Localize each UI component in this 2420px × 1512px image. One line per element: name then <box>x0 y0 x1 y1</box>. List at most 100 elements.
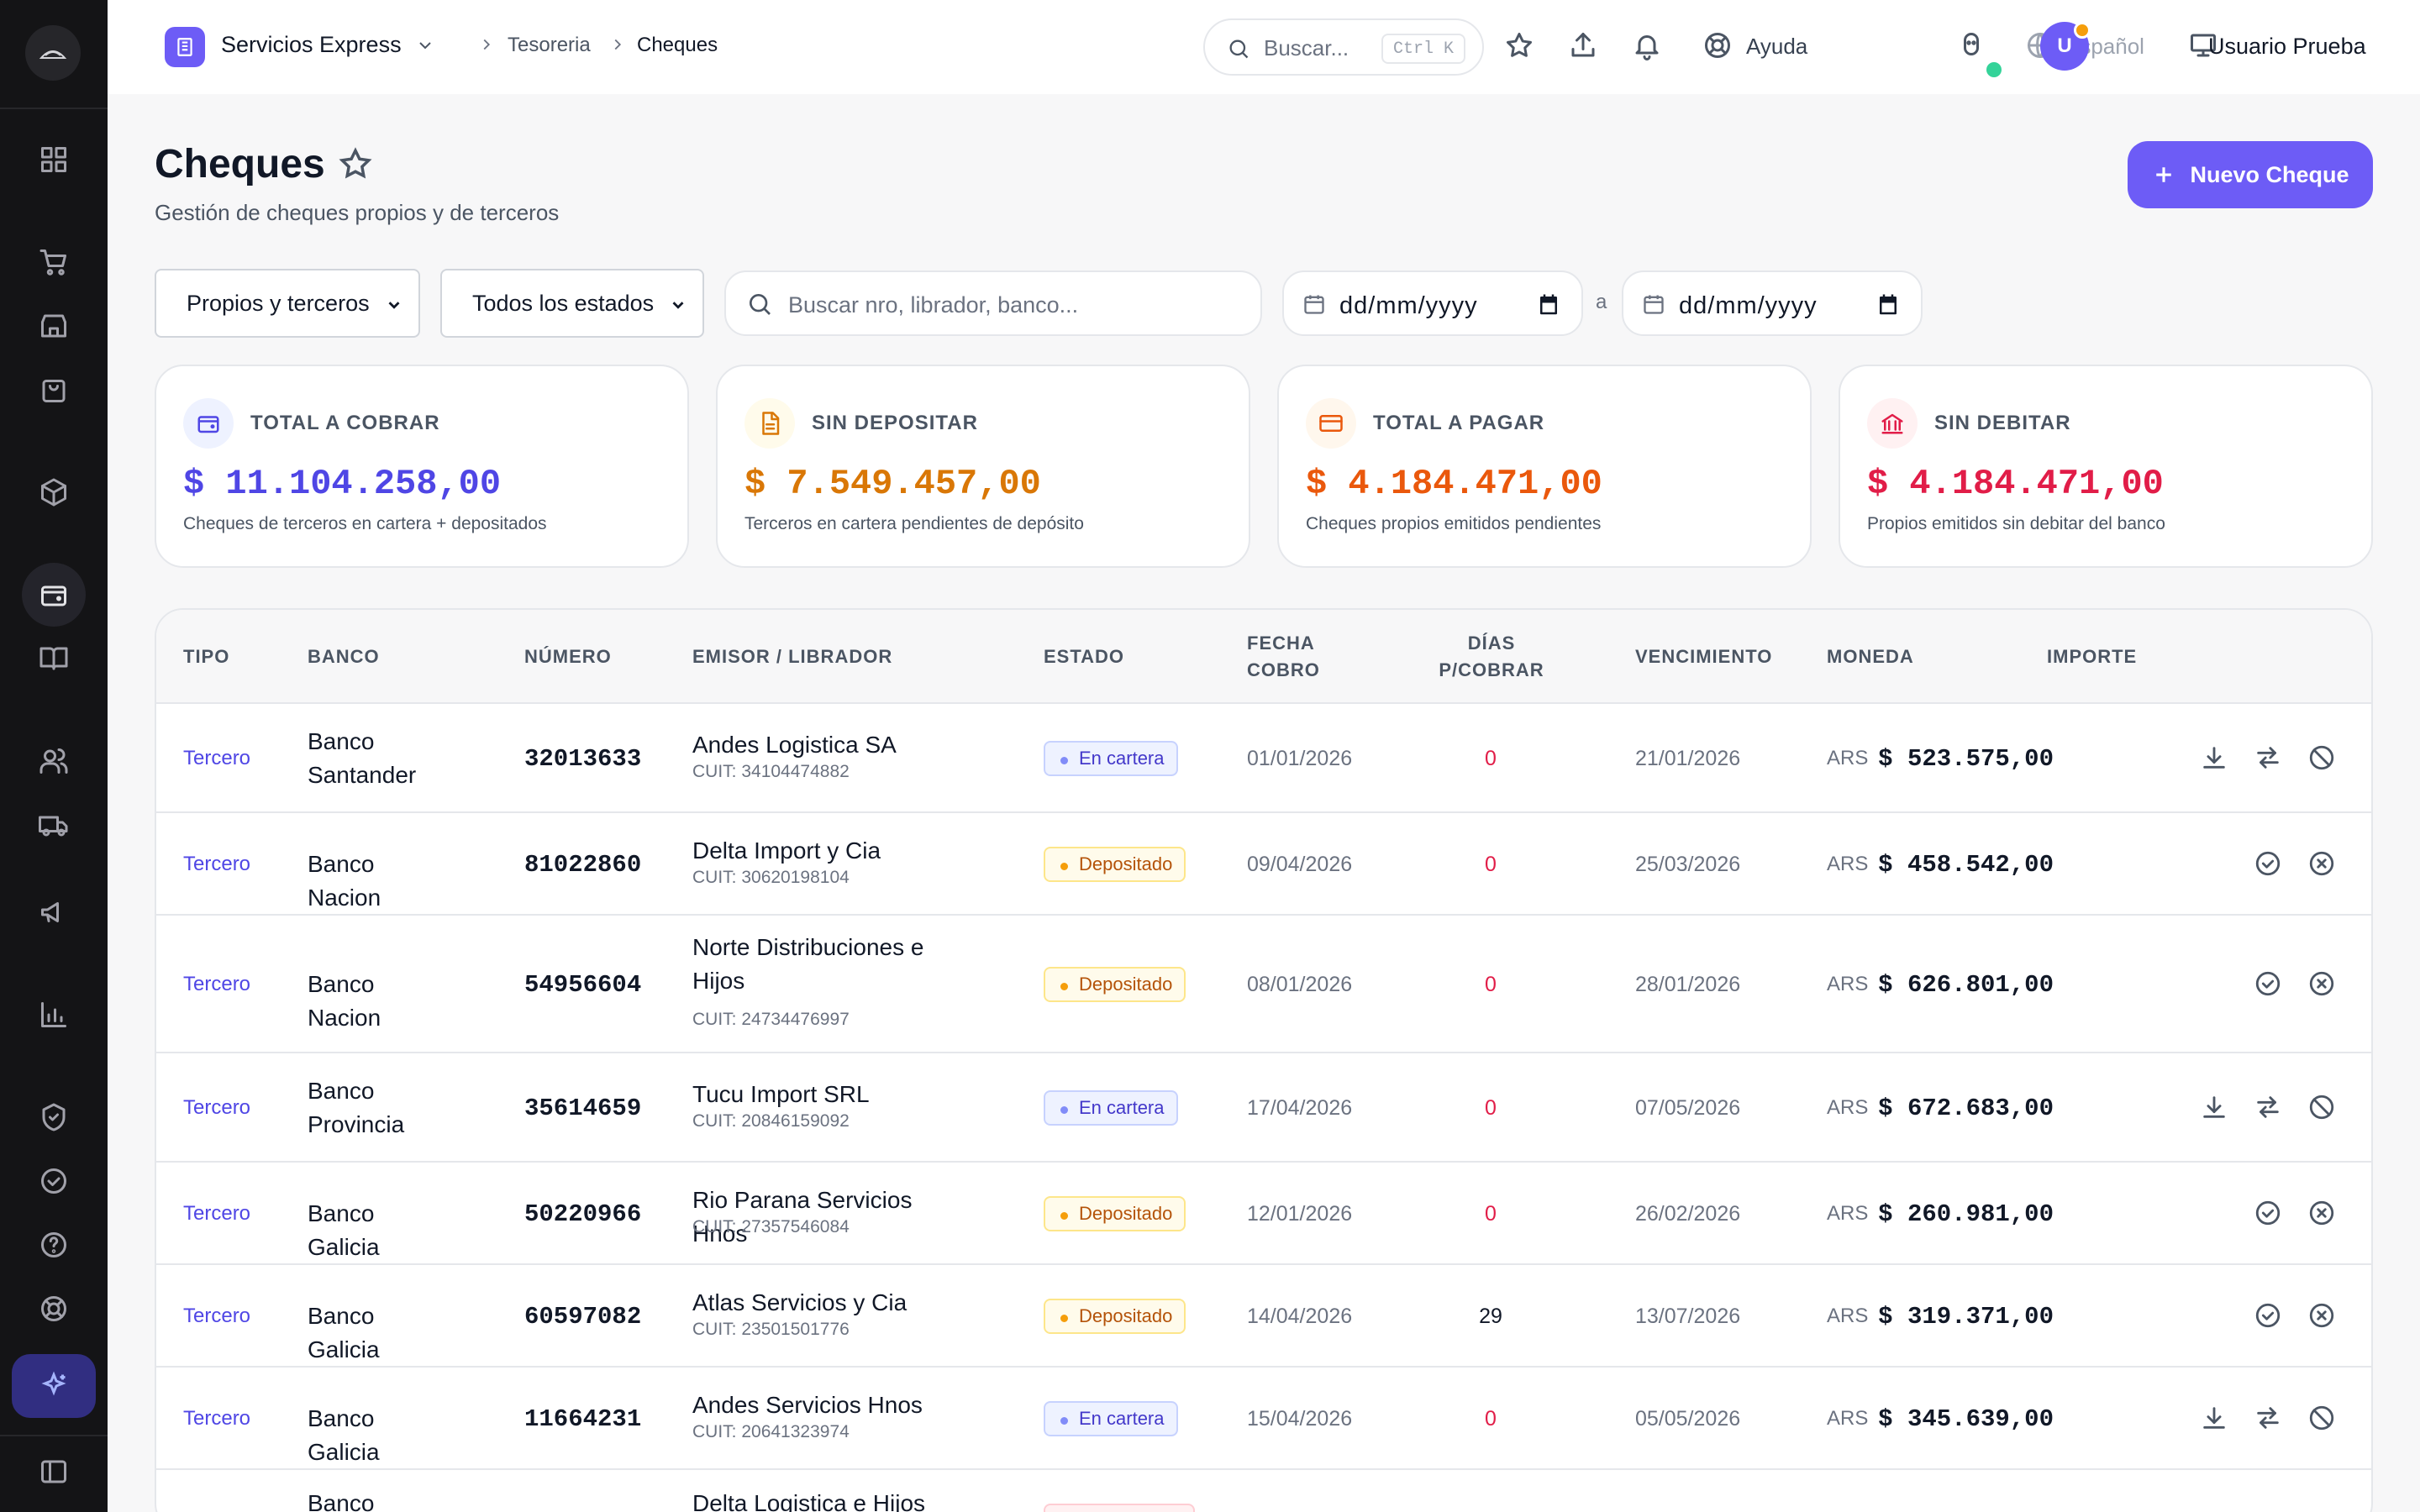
app-logo[interactable] <box>25 25 81 81</box>
column-header-tipo[interactable]: TIPO <box>183 646 230 667</box>
table-row[interactable]: Banco Delta Logistica e Hijos <box>156 1470 2371 1512</box>
transfer-icon[interactable] <box>2254 1093 2284 1123</box>
collection-date: 14/04/2026 <box>1247 1305 1353 1328</box>
bank-name: Banco Nacion <box>308 971 381 1031</box>
check-circle-icon[interactable] <box>2254 849 2284 879</box>
new-cheque-label: Nuevo Cheque <box>2190 161 2349 187</box>
global-search[interactable]: Buscar... Ctrl K <box>1203 18 1484 76</box>
column-header-fecha-cobro[interactable]: FECHA COBRO <box>1247 633 1320 680</box>
new-cheque-button[interactable]: Nuevo Cheque <box>2128 141 2373 208</box>
amount: $ 345.639,00 <box>1878 1405 2054 1433</box>
table-row[interactable]: Tercero Banco Galicia 50220966 Rio Parana S… <box>156 1163 2371 1265</box>
download-icon[interactable] <box>2200 743 2230 774</box>
ai-assistant-button[interactable] <box>12 1354 96 1418</box>
search-icon <box>1229 39 1249 59</box>
life-buoy-icon[interactable] <box>32 1287 76 1331</box>
dashboard-icon[interactable] <box>32 138 76 181</box>
column-header-banco[interactable]: BANCO <box>308 646 380 667</box>
star-icon[interactable] <box>1504 30 1538 64</box>
breadcrumb-tesoreria[interactable]: Tesoreria <box>508 34 591 56</box>
truck-icon[interactable] <box>32 803 76 847</box>
x-circle-icon[interactable] <box>2307 969 2338 1000</box>
cheque-type-link[interactable]: Tercero <box>183 853 251 875</box>
status-badge: En cartera <box>1044 1401 1178 1436</box>
wallet-icon[interactable] <box>32 573 76 617</box>
calendar-picker-icon[interactable] <box>1876 292 1901 318</box>
summary-card-label: SIN DEPOSITAR <box>812 412 978 434</box>
table-row[interactable]: Tercero Banco Nacion 54956604 Norte Distrib… <box>156 916 2371 1053</box>
cheque-type-link[interactable]: Tercero <box>183 1305 251 1327</box>
x-circle-icon[interactable] <box>2307 849 2338 879</box>
calendar-picker-icon[interactable] <box>1536 292 1561 318</box>
column-header-estado[interactable]: ESTADO <box>1044 646 1125 667</box>
user-name[interactable]: Usuario Prueba <box>2208 34 2366 59</box>
cheque-search-input[interactable]: Buscar nro, librador, banco... <box>724 270 1262 336</box>
package-icon[interactable] <box>32 470 76 514</box>
cheque-number: 81022860 <box>524 851 642 879</box>
workspace-logo-icon[interactable] <box>165 27 205 67</box>
scope-select[interactable]: Propios y terceros <box>155 269 420 338</box>
sparkles-icon <box>41 1371 66 1396</box>
help-circle-icon[interactable] <box>32 1223 76 1267</box>
book-icon[interactable] <box>32 637 76 680</box>
users-icon[interactable] <box>32 739 76 783</box>
check-circle-icon[interactable] <box>2254 969 2284 1000</box>
cart-icon[interactable] <box>32 240 76 284</box>
store-icon[interactable] <box>32 304 76 348</box>
bell-icon[interactable] <box>1632 30 1665 64</box>
check-circle-icon[interactable] <box>32 1159 76 1203</box>
column-header-numero[interactable]: NÚMERO <box>524 646 612 667</box>
cheque-type-link[interactable]: Tercero <box>183 1096 251 1119</box>
download-icon[interactable] <box>2200 1093 2230 1123</box>
issuer-cuit: CUIT: 27357546084 <box>692 1217 850 1236</box>
shield-check-icon[interactable] <box>32 1095 76 1139</box>
sidebar-divider <box>0 1435 108 1436</box>
column-header-vencimiento[interactable]: VENCIMIENTO <box>1635 646 1773 667</box>
column-header-moneda[interactable]: MONEDA <box>1827 646 1914 667</box>
help-link[interactable]: Ayuda <box>1746 34 1808 59</box>
chevron-down-icon[interactable] <box>415 35 435 60</box>
x-circle-icon[interactable] <box>2307 1301 2338 1331</box>
shopping-bag-icon[interactable] <box>32 368 76 412</box>
bar-chart-icon[interactable] <box>32 993 76 1037</box>
upload-icon[interactable] <box>1568 30 1602 64</box>
table-row[interactable]: Tercero Banco Galicia 60597082 Atlas Servic… <box>156 1265 2371 1368</box>
cheque-type-link[interactable]: Tercero <box>183 973 251 995</box>
x-circle-icon[interactable] <box>2307 1199 2338 1229</box>
status-select[interactable]: Todos los estados <box>440 269 704 338</box>
column-header-emisor[interactable]: EMISOR / LIBRADOR <box>692 646 893 667</box>
column-header-dias[interactable]: DÍAS P/COBRAR <box>1439 633 1544 680</box>
check-circle-icon[interactable] <box>2254 1199 2284 1229</box>
megaphone-icon[interactable] <box>32 890 76 934</box>
cheque-number: 50220966 <box>524 1200 642 1228</box>
column-header-importe[interactable]: IMPORTE <box>2047 646 2138 667</box>
amount: $ 523.575,00 <box>1878 745 2054 773</box>
summary-card: TOTAL A PAGAR $ 4.184.471,00 Cheques propi… <box>1277 365 1812 568</box>
table-row[interactable]: Tercero Banco Galicia 11664231 Andes Servic… <box>156 1368 2371 1470</box>
date-from-input[interactable]: dd/mm/yyyy <box>1282 270 1583 336</box>
summary-card-amount: $ 4.184.471,00 <box>1306 464 1602 504</box>
issuer-name: Andes Logistica SA <box>692 732 897 758</box>
check-circle-icon[interactable] <box>2254 1301 2284 1331</box>
transfer-icon[interactable] <box>2254 1404 2284 1434</box>
table-row[interactable]: Tercero Banco Santander 32013633 Andes Logi… <box>156 704 2371 813</box>
currency: ARS <box>1827 747 1869 769</box>
ban-icon[interactable] <box>2307 1404 2338 1434</box>
ban-icon[interactable] <box>2307 1093 2338 1123</box>
ban-icon[interactable] <box>2307 743 2338 774</box>
table-row[interactable]: Tercero Banco Nacion 81022860 Delta Import … <box>156 813 2371 916</box>
favorite-star-icon[interactable] <box>338 146 373 186</box>
cheque-type-link[interactable]: Tercero <box>183 1202 251 1225</box>
life-buoy-icon[interactable] <box>1702 30 1736 64</box>
date-to-input[interactable]: dd/mm/yyyy <box>1622 270 1923 336</box>
days-to-collect: 0 <box>1485 1407 1497 1431</box>
download-icon[interactable] <box>2200 1404 2230 1434</box>
robot-icon[interactable] <box>1956 30 1990 64</box>
transfer-icon[interactable] <box>2254 743 2284 774</box>
monitor-icon[interactable] <box>2188 30 2222 64</box>
sidebar-toggle-icon[interactable] <box>32 1450 76 1494</box>
cheque-type-link[interactable]: Tercero <box>183 1407 251 1430</box>
table-row[interactable]: Tercero Banco Provincia 35614659 Tucu Impor… <box>156 1053 2371 1163</box>
workspace-name[interactable]: Servicios Express <box>221 32 402 57</box>
cheque-type-link[interactable]: Tercero <box>183 747 251 769</box>
